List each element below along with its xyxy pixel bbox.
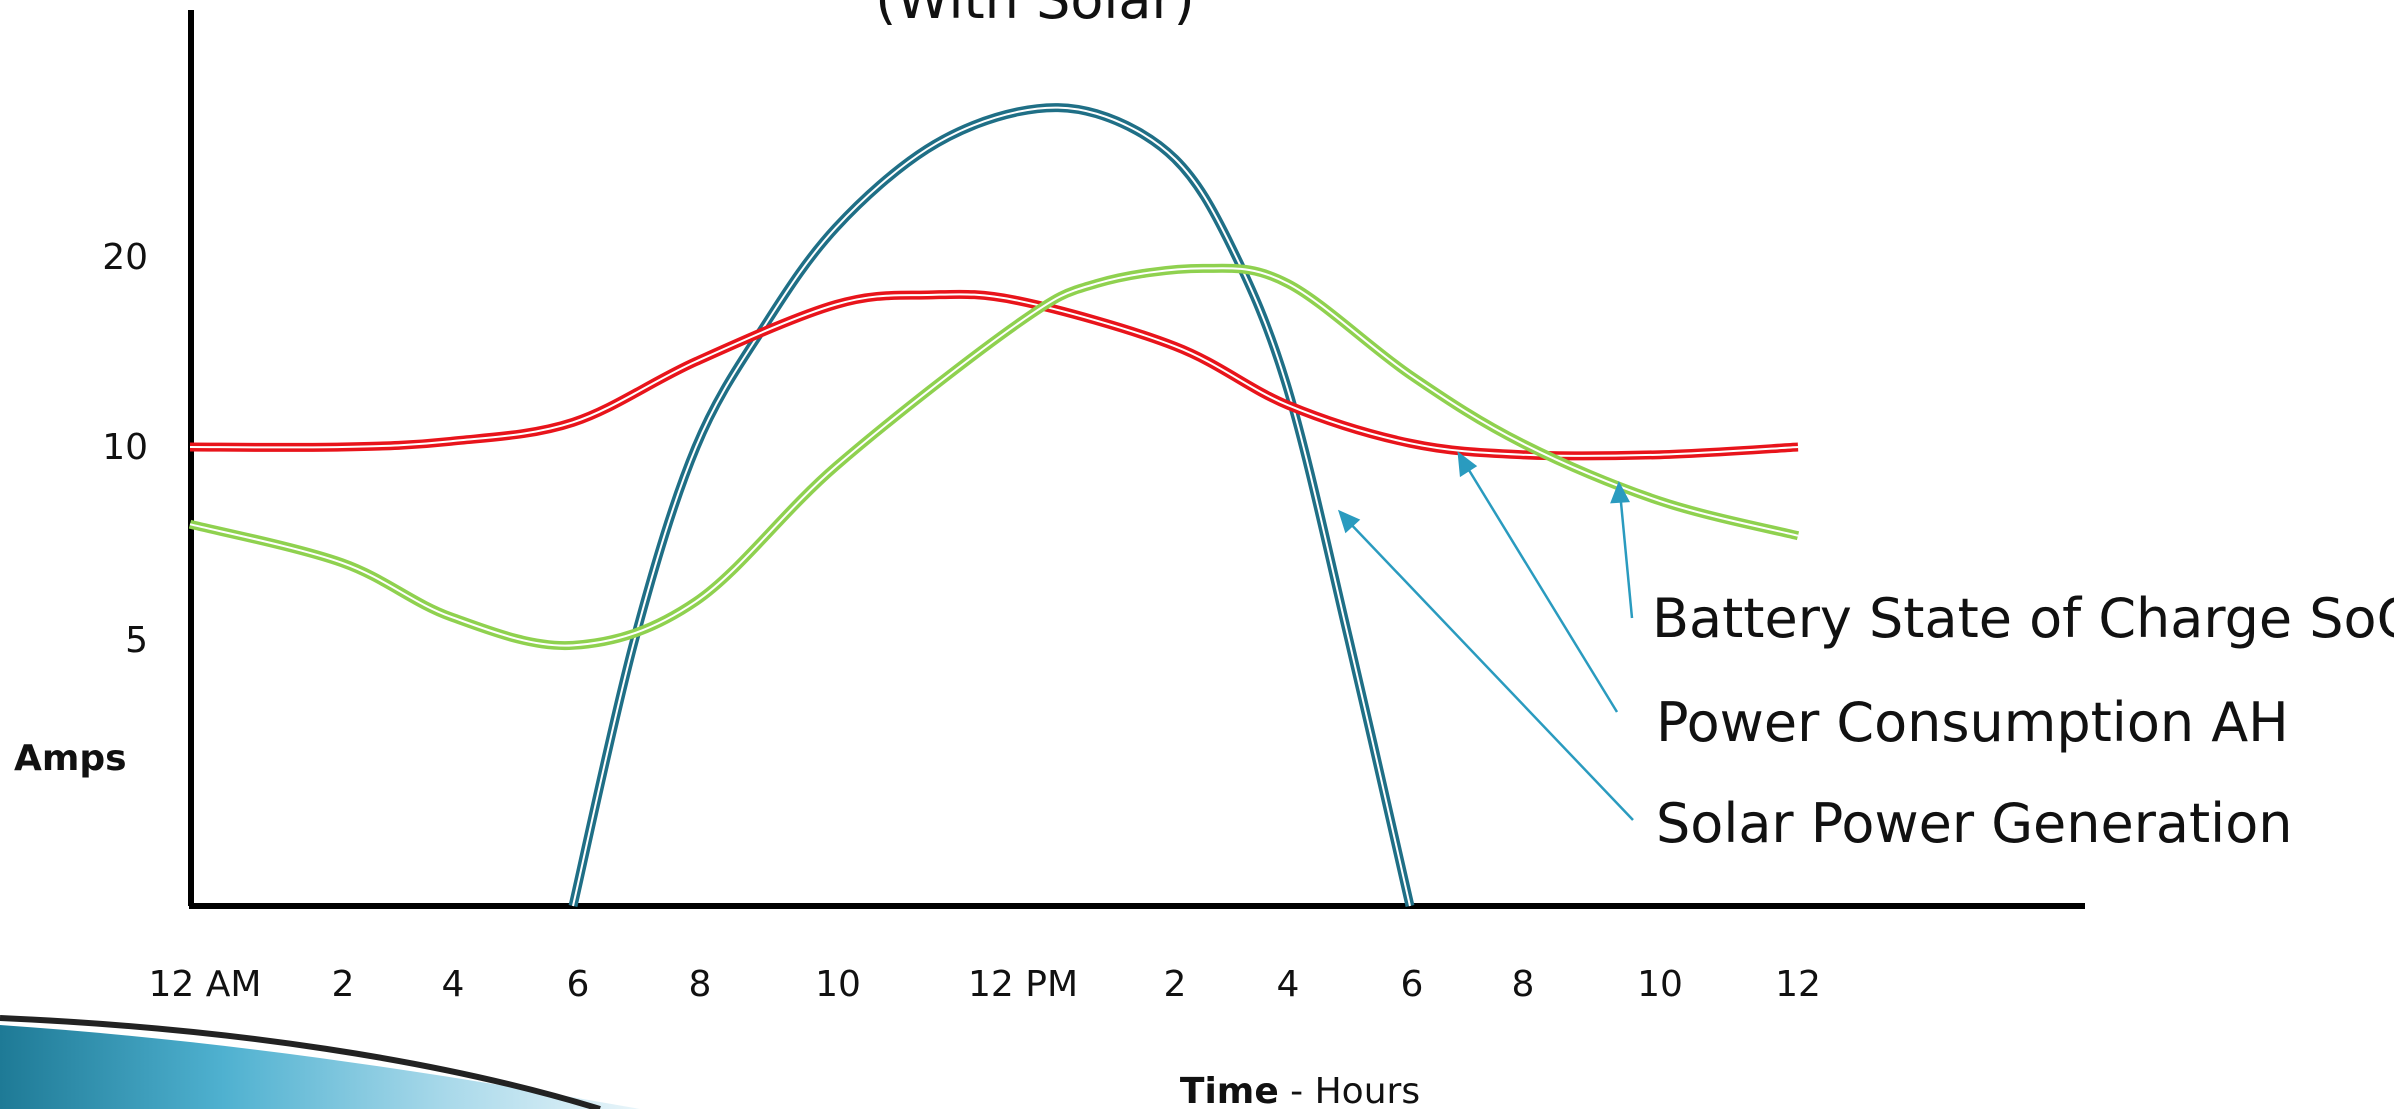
arrow-battery-head xyxy=(1610,480,1631,504)
corner-swoosh-decoration xyxy=(0,1015,640,1109)
x-tick-label: 8 xyxy=(1512,964,1535,1005)
x-tick-label: 10 xyxy=(1637,964,1683,1005)
y-tick-labels: 5 10 20 xyxy=(102,237,148,661)
x-tick-label: 8 xyxy=(689,964,712,1005)
series-group xyxy=(188,103,1800,908)
series-line-battery-state-of-charge-soc xyxy=(188,263,1800,651)
y-tick-label: 10 xyxy=(102,427,148,468)
arrow-consumption xyxy=(1462,461,1619,713)
x-axis-label: Time - Hours xyxy=(1180,1071,1420,1109)
x-tick-label: 4 xyxy=(442,964,465,1005)
chart-title: (With Solar) xyxy=(875,0,1195,31)
x-tick-label: 6 xyxy=(1401,964,1424,1005)
x-tick-label: 12 xyxy=(1775,964,1821,1005)
arrow-solar xyxy=(1345,518,1634,821)
annotation-solar: Solar Power Generation xyxy=(1656,792,2292,855)
x-tick-label: 2 xyxy=(1164,964,1187,1005)
series-line-solar-power-generation xyxy=(568,103,1415,908)
annotation-battery: Battery State of Charge SoC xyxy=(1652,587,2394,650)
series-line-highlight-battery-state-of-charge-soc xyxy=(189,267,1799,647)
annotation-consumption: Power Consumption AH xyxy=(1656,691,2289,754)
y-tick-label: 20 xyxy=(102,237,148,278)
series-line-highlight-power-consumption-ah xyxy=(189,293,1799,457)
x-tick-label: 12 PM xyxy=(968,964,1078,1005)
x-tick-label: 10 xyxy=(815,964,861,1005)
y-tick-label: 5 xyxy=(125,620,148,661)
x-axis-label-rest: - Hours xyxy=(1279,1071,1420,1109)
x-tick-label: 4 xyxy=(1277,964,1300,1005)
arrow-solar-head xyxy=(1337,509,1361,534)
x-tick-label: 2 xyxy=(332,964,355,1005)
series-line-highlight-solar-power-generation xyxy=(572,106,1411,907)
x-tick-label: 6 xyxy=(567,964,590,1005)
x-tick-labels: 12 AM 2 4 6 8 10 12 PM 2 4 6 8 10 12 xyxy=(149,964,1821,1005)
arrow-battery xyxy=(1618,491,1634,619)
x-tick-label: 12 AM xyxy=(149,964,262,1005)
y-axis-label: Amps xyxy=(14,738,127,779)
series-line-power-consumption-ah xyxy=(189,289,1799,461)
x-axis-label-bold: Time xyxy=(1180,1071,1279,1109)
annotation-arrows xyxy=(1337,451,1634,821)
arrow-consumption-head xyxy=(1457,451,1478,478)
